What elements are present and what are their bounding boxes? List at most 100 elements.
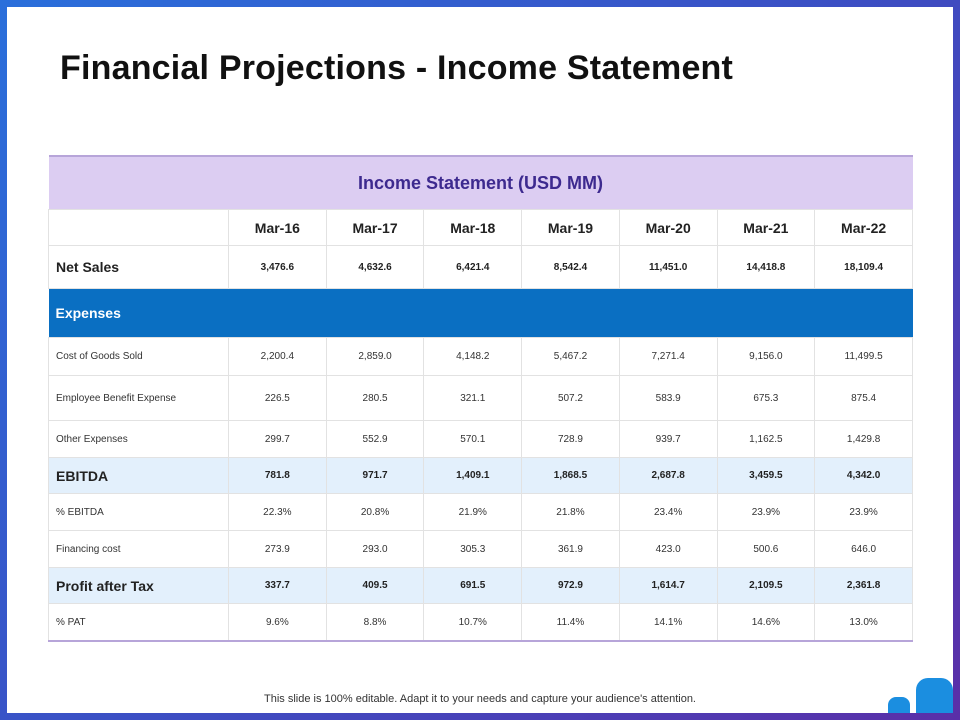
table-cell: 6,421.4 [423, 245, 523, 289]
table-cell: 875.4 [814, 375, 913, 421]
table-cell: 646.0 [814, 530, 913, 568]
table-cell: 8,542.4 [521, 245, 620, 289]
table-cell: 11.4% [521, 603, 620, 642]
table-header-row: Mar-16 Mar-17 Mar-18 Mar-19 Mar-20 Mar-2… [48, 209, 913, 246]
row-label: Profit after Tax [48, 567, 229, 604]
table-cell: 1,429.8 [814, 420, 913, 458]
table-cell: 14,418.8 [716, 245, 816, 289]
table-cell: 2,200.4 [228, 337, 327, 376]
table-cell: 675.3 [716, 375, 816, 421]
table-cell: 361.9 [521, 530, 620, 568]
table-cell: 583.9 [618, 375, 718, 421]
table-row-expenses: Expenses [48, 288, 913, 338]
table-cell: 2,687.8 [618, 457, 718, 494]
table-cell: 23.9% [716, 493, 816, 531]
table-row-financing-cost: Financing cost 273.9 293.0 305.3 361.9 4… [48, 530, 913, 568]
table-cell: 4,342.0 [814, 457, 913, 494]
table-cell: 691.5 [423, 567, 523, 604]
table-cell: 3,459.5 [716, 457, 816, 494]
table-cell: 11,451.0 [618, 245, 718, 289]
row-label: % PAT [48, 603, 229, 642]
table-cell: 500.6 [716, 530, 816, 568]
table-cell: 781.8 [228, 457, 327, 494]
row-label: Employee Benefit Expense [48, 375, 229, 421]
table-cell: 14.1% [618, 603, 718, 642]
column-header: Mar-21 [716, 209, 816, 246]
table-row-employee-benefit: Employee Benefit Expense 226.5 280.5 321… [48, 375, 913, 421]
table-cell: 4,148.2 [423, 337, 523, 376]
table-row-ebitda: EBITDA 781.8 971.7 1,409.1 1,868.5 2,687… [48, 457, 913, 494]
footer-note: This slide is 100% editable. Adapt it to… [264, 693, 696, 705]
table-cell: 1,614.7 [618, 567, 718, 604]
table-cell: 423.0 [618, 530, 718, 568]
table-cell: 5,467.2 [521, 337, 620, 376]
table-cell: 409.5 [325, 567, 425, 604]
table-cell: 18,109.4 [814, 245, 913, 289]
table-cell: 226.5 [228, 375, 327, 421]
column-header: Mar-16 [228, 209, 327, 246]
table-cell: 552.9 [325, 420, 425, 458]
column-header: Mar-17 [325, 209, 425, 246]
table-cell: 299.7 [228, 420, 327, 458]
table-caption: Income Statement (USD MM) [48, 155, 913, 210]
table-cell: 21.8% [521, 493, 620, 531]
table-cell: 11,499.5 [814, 337, 913, 376]
table-cell: 305.3 [423, 530, 523, 568]
table-cell: 22.3% [228, 493, 327, 531]
table-cell: 1,868.5 [521, 457, 620, 494]
table-row-profit-after-tax: Profit after Tax 337.7 409.5 691.5 972.9… [48, 567, 913, 604]
table-cell: 4,632.6 [325, 245, 425, 289]
table-cell: 9,156.0 [716, 337, 816, 376]
table-cell: 21.9% [423, 493, 523, 531]
row-label: Other Expenses [48, 420, 229, 458]
table-cell: 2,859.0 [325, 337, 425, 376]
column-header: Mar-18 [423, 209, 523, 246]
header-blank-cell [48, 209, 229, 246]
table-cell: 971.7 [325, 457, 425, 494]
decorative-shape-large [916, 678, 953, 713]
table-row-cogs: Cost of Goods Sold 2,200.4 2,859.0 4,148… [48, 337, 913, 376]
table-cell: 337.7 [228, 567, 327, 604]
table-cell: 2,361.8 [814, 567, 913, 604]
table-cell: 10.7% [423, 603, 523, 642]
table-cell: 939.7 [618, 420, 718, 458]
row-label: Cost of Goods Sold [48, 337, 229, 376]
row-label: % EBITDA [48, 493, 229, 531]
row-label: Net Sales [48, 245, 229, 289]
column-header: Mar-19 [521, 209, 620, 246]
column-header: Mar-22 [814, 209, 913, 246]
column-header: Mar-20 [618, 209, 718, 246]
table-cell: 20.8% [325, 493, 425, 531]
table-cell: 1,409.1 [423, 457, 523, 494]
table-cell: 273.9 [228, 530, 327, 568]
table-cell: 321.1 [423, 375, 523, 421]
table-cell: 507.2 [521, 375, 620, 421]
table-cell: 3,476.6 [228, 245, 327, 289]
table-cell: 280.5 [325, 375, 425, 421]
decorative-shape-small [888, 697, 910, 713]
table-cell: 1,162.5 [716, 420, 816, 458]
table-cell: 2,109.5 [716, 567, 816, 604]
table-cell: 23.9% [814, 493, 913, 531]
table-caption-row: Income Statement (USD MM) [48, 155, 913, 210]
expenses-section-label: Expenses [48, 288, 913, 338]
slide: Financial Projections - Income Statement… [7, 7, 953, 713]
income-statement-table: Income Statement (USD MM) Mar-16 Mar-17 … [48, 155, 913, 642]
table-cell: 570.1 [423, 420, 523, 458]
table-cell: 14.6% [716, 603, 816, 642]
table-row-other-expenses: Other Expenses 299.7 552.9 570.1 728.9 9… [48, 420, 913, 458]
table-row-net-sales: Net Sales 3,476.6 4,632.6 6,421.4 8,542.… [48, 245, 913, 289]
row-label: Financing cost [48, 530, 229, 568]
table-cell: 9.6% [228, 603, 327, 642]
table-cell: 728.9 [521, 420, 620, 458]
page-title: Financial Projections - Income Statement [60, 49, 734, 87]
table-cell: 972.9 [521, 567, 620, 604]
table-cell: 7,271.4 [618, 337, 718, 376]
table-cell: 8.8% [325, 603, 425, 642]
table-cell: 13.0% [814, 603, 913, 642]
row-label: EBITDA [48, 457, 229, 494]
table-cell: 23.4% [618, 493, 718, 531]
table-cell: 293.0 [325, 530, 425, 568]
table-row-pct-ebitda: % EBITDA 22.3% 20.8% 21.9% 21.8% 23.4% 2… [48, 493, 913, 531]
table-row-pct-pat: % PAT 9.6% 8.8% 10.7% 11.4% 14.1% 14.6% … [48, 603, 913, 642]
